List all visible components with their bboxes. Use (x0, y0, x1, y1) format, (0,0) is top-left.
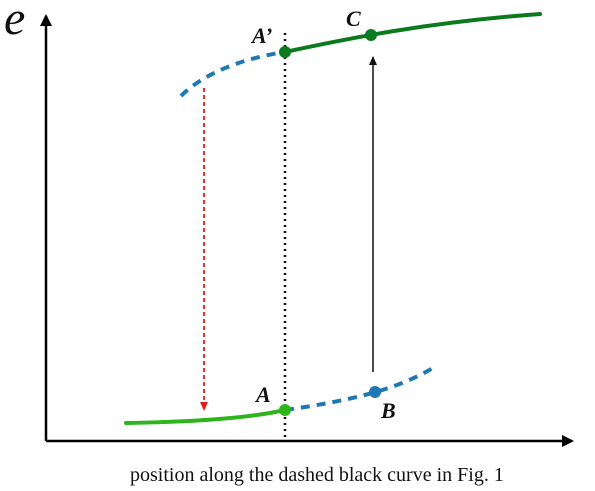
x-axis-label: position along the dashed black curve in… (130, 464, 504, 486)
lower-branch-curve (124, 408, 287, 425)
label-a-prime: A’ (250, 23, 272, 48)
lower-unstable-curve (284, 364, 438, 412)
point-a-prime (279, 46, 291, 58)
point-c (365, 29, 377, 41)
point-a (279, 404, 291, 416)
y-axis-symbol: e (4, 0, 25, 45)
upper-branch-curve (283, 12, 542, 54)
label-a: A (254, 382, 271, 407)
point-b (369, 386, 381, 398)
upper-unstable-curve (179, 50, 286, 98)
label-c: C (346, 6, 361, 31)
label-b: B (380, 398, 396, 423)
